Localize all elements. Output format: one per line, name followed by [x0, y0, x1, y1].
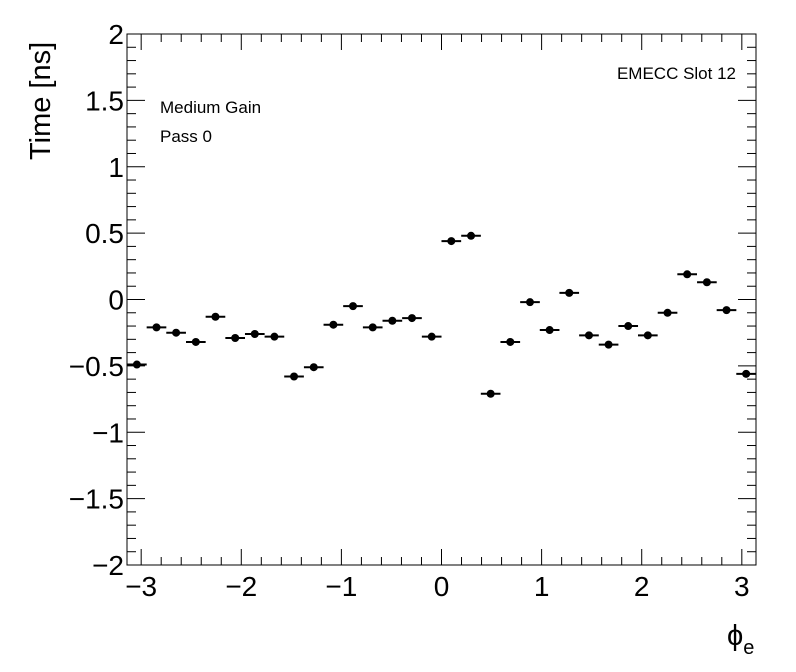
- y-tick-label: 0: [108, 285, 124, 316]
- y-tick-label: −1: [92, 417, 124, 448]
- axis-ticks: [127, 33, 756, 566]
- data-point: [329, 320, 338, 329]
- y-tick-label: 1: [108, 152, 124, 183]
- data-point: [486, 389, 495, 398]
- data-point: [624, 322, 633, 331]
- data-point: [643, 331, 652, 340]
- y-tick-label: 0.5: [85, 218, 124, 249]
- data-point: [250, 330, 259, 339]
- x-axis-title-symbol: ϕ: [727, 620, 743, 652]
- y-tick-label: −2: [92, 550, 124, 581]
- data-point: [584, 331, 593, 340]
- data-point: [525, 298, 534, 307]
- x-tick-label: 2: [634, 571, 650, 602]
- data-point: [231, 333, 240, 342]
- x-tick-label: 1: [534, 571, 550, 602]
- data-point: [172, 328, 181, 337]
- data-point: [467, 231, 476, 240]
- data-point: [604, 340, 613, 349]
- y-tick-label: −1.5: [69, 484, 124, 515]
- x-tick-label: −2: [225, 571, 257, 602]
- data-point: [211, 312, 220, 321]
- y-tick-label: −0.5: [69, 351, 124, 382]
- y-tick-label: 1.5: [85, 85, 124, 116]
- annotation-pass: Pass 0: [160, 127, 212, 146]
- data-point: [152, 323, 161, 332]
- data-point: [309, 363, 318, 372]
- annotation-slot: EMECC Slot 12: [617, 64, 736, 83]
- x-tick-label: −3: [125, 571, 157, 602]
- annotation-gain: Medium Gain: [160, 98, 261, 117]
- data-point: [683, 270, 692, 279]
- data-point: [663, 308, 672, 317]
- data-point: [270, 332, 279, 341]
- data-point: [447, 237, 456, 246]
- data-point: [742, 369, 751, 378]
- x-tick-label: −1: [325, 571, 357, 602]
- data-point: [722, 306, 731, 315]
- data-point: [191, 337, 200, 346]
- data-point: [290, 372, 299, 381]
- data-point: [368, 323, 377, 332]
- data-point: [427, 332, 436, 341]
- data-point: [545, 326, 554, 335]
- data-markers: [127, 231, 756, 398]
- x-tick-label: 3: [734, 571, 750, 602]
- data-point: [407, 314, 416, 323]
- data-point: [349, 302, 358, 311]
- data-point: [565, 288, 574, 297]
- y-axis-title: Time [ns]: [25, 42, 57, 160]
- data-point: [132, 360, 141, 369]
- data-point: [388, 316, 397, 325]
- x-tick-label: 0: [434, 571, 450, 602]
- y-tick-label: 2: [108, 19, 124, 50]
- x-axis-title: ϕe: [727, 620, 754, 659]
- data-point: [506, 337, 515, 346]
- data-point: [702, 278, 711, 287]
- x-axis-title-subscript: e: [743, 637, 754, 659]
- axis-tick-labels: −3 −2 −1 0 1 2 3−2−1.5−1−0.500.511.52: [69, 19, 750, 602]
